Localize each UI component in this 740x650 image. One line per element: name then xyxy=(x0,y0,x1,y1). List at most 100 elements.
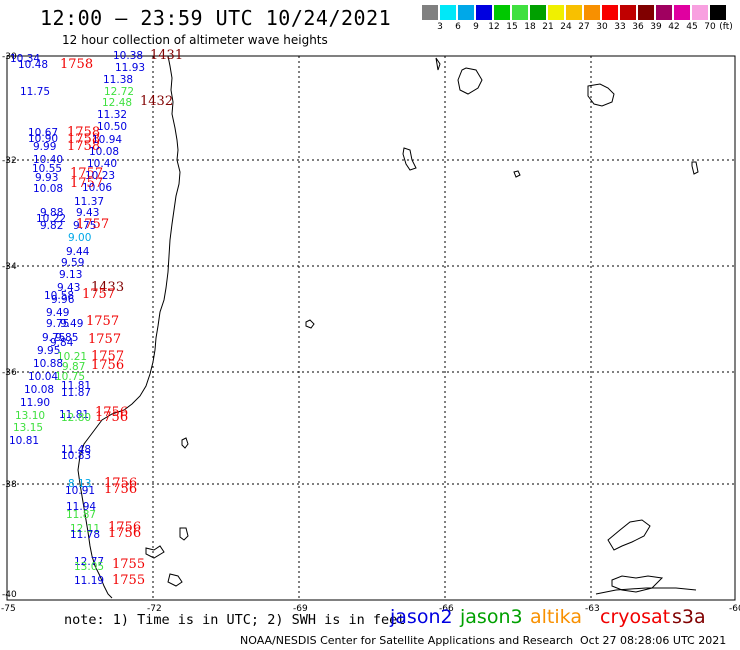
wave-height-label: 10.40 xyxy=(33,154,63,166)
latitude-label: -30 xyxy=(2,52,17,62)
wave-height-label: 1757 xyxy=(82,287,115,302)
longitude-label: -66 xyxy=(439,604,454,614)
wave-height-label: 10.81 xyxy=(9,435,39,447)
wave-height-label: 9.82 xyxy=(40,220,63,232)
wave-height-label: 11.78 xyxy=(70,529,100,541)
wave-height-label: 10.48 xyxy=(18,59,48,71)
wave-height-label: 10.21 xyxy=(57,351,87,363)
wave-height-label: 12.77 xyxy=(74,556,104,568)
wave-height-label: 1757 xyxy=(86,314,119,329)
island xyxy=(691,161,699,175)
wave-height-label: 11.87 xyxy=(61,387,91,399)
footer: NOAA/NESDIS Center for Satellite Applica… xyxy=(240,634,726,647)
timestamp-text: Oct 27 08:28:06 UTC 2021 xyxy=(580,634,727,647)
wave-height-label: 11.81 xyxy=(61,380,91,392)
coastline xyxy=(77,55,181,599)
island xyxy=(402,147,417,171)
wave-height-label: 13.05 xyxy=(74,561,104,573)
wave-height-label: 10.50 xyxy=(97,121,127,133)
wave-height-label: 10.55 xyxy=(32,163,62,175)
scale-label: 3 xyxy=(437,22,443,32)
wave-height-label: 10.08 xyxy=(24,384,54,396)
legend-cryosat: cryosat xyxy=(600,606,671,628)
wave-height-label: 1431 xyxy=(150,48,183,63)
wave-height-label: 1757 xyxy=(70,176,103,191)
map-frame xyxy=(6,55,736,601)
wave-height-label: 11.37 xyxy=(74,196,104,208)
page-title: 12:00 – 23:59 UTC 10/24/2021 xyxy=(40,6,392,30)
scale-swatch xyxy=(638,5,654,20)
wave-height-label: 10.58 xyxy=(44,290,74,302)
island xyxy=(167,573,183,587)
wave-height-label: 9.85 xyxy=(55,332,78,344)
wave-height-label: 10.08 xyxy=(33,183,63,195)
scale-label: 42 xyxy=(668,22,680,32)
credit-text: NOAA/NESDIS Center for Satellite Applica… xyxy=(240,634,574,647)
wave-height-label: 10.91 xyxy=(65,485,95,497)
wave-height-label: 1757 xyxy=(88,332,121,347)
legend-s3a: s3a xyxy=(672,606,706,628)
wave-height-label: 11.87 xyxy=(66,509,96,521)
wave-height-label: 10.34 xyxy=(10,53,40,65)
scale-swatch xyxy=(566,5,582,20)
legend-altika: altika xyxy=(530,606,582,628)
island xyxy=(305,319,315,329)
coastline-east xyxy=(611,575,664,593)
wave-height-label: 1756 xyxy=(104,476,137,491)
scale-label: 39 xyxy=(650,22,662,32)
scale-label: 18 xyxy=(524,22,536,32)
longitude-label: -60 xyxy=(729,604,740,614)
wave-height-label: 1756 xyxy=(108,520,141,535)
wave-height-label: 1755 xyxy=(112,573,145,588)
wave-height-label: 9.88 xyxy=(40,207,63,219)
wave-height-label: 13.15 xyxy=(13,422,43,434)
wave-height-label: 13.10 xyxy=(15,410,45,422)
wave-height-label: 1432 xyxy=(140,94,173,109)
wave-height-label: 9.44 xyxy=(66,246,90,258)
wave-height-label: 9.49 xyxy=(46,307,69,319)
wave-height-label: 9.84 xyxy=(50,337,74,349)
wave-height-label: 9.95 xyxy=(37,345,60,357)
wave-height-label: 11.48 xyxy=(61,444,91,456)
latitude-label: -40 xyxy=(2,590,17,600)
scale-swatch xyxy=(476,5,492,20)
scale-label: 70 xyxy=(704,22,716,32)
wave-height-label: 9.96 xyxy=(51,294,75,306)
latitude-label: -36 xyxy=(2,368,17,378)
island xyxy=(457,67,483,95)
page-subtitle: 12 hour collection of altimeter wave hei… xyxy=(62,33,328,47)
island xyxy=(587,83,615,107)
wave-height-label: 1758 xyxy=(60,57,93,72)
wave-height-label: 9.43 xyxy=(57,282,80,294)
wave-height-label: 11.90 xyxy=(20,397,50,409)
wave-height-label: 10.90 xyxy=(28,133,58,145)
scale-label: 27 xyxy=(578,22,590,32)
wave-height-label: 1757 xyxy=(76,217,109,232)
scale-label: 33 xyxy=(614,22,626,32)
wave-height-label: 1758 xyxy=(67,139,100,154)
wave-height-label: 1755 xyxy=(112,557,145,572)
wave-height-label: 11.93 xyxy=(115,62,145,74)
wave-height-label: 9.93 xyxy=(35,172,58,184)
latitude-label: -32 xyxy=(2,156,17,166)
wave-height-label: 11.19 xyxy=(74,575,104,587)
scale-swatch xyxy=(422,5,438,20)
scale-label: 6 xyxy=(455,22,461,32)
wave-height-label: 1758 xyxy=(67,125,100,140)
scale-swatch xyxy=(440,5,456,20)
scale-label: 36 xyxy=(632,22,644,32)
wave-height-label: 1757 xyxy=(70,166,103,181)
wave-height-label: 9.99 xyxy=(33,141,56,153)
wave-height-label: 1758 xyxy=(67,132,100,147)
wave-height-label: 12.48 xyxy=(102,97,132,109)
note-text: note: 1) Time is in UTC; 2) SWH is in fe… xyxy=(64,612,406,628)
scale-label: 12 xyxy=(488,22,500,32)
wave-height-label: 9.00 xyxy=(68,232,91,244)
scale-label: 24 xyxy=(560,22,572,32)
scale-label: 9 xyxy=(473,22,479,32)
scale-unit: (ft) xyxy=(719,22,733,32)
wave-height-label: 9.87 xyxy=(62,361,85,373)
wave-height-label: 9.49 xyxy=(60,318,83,330)
wave-height-label: 10.04 xyxy=(28,371,58,383)
